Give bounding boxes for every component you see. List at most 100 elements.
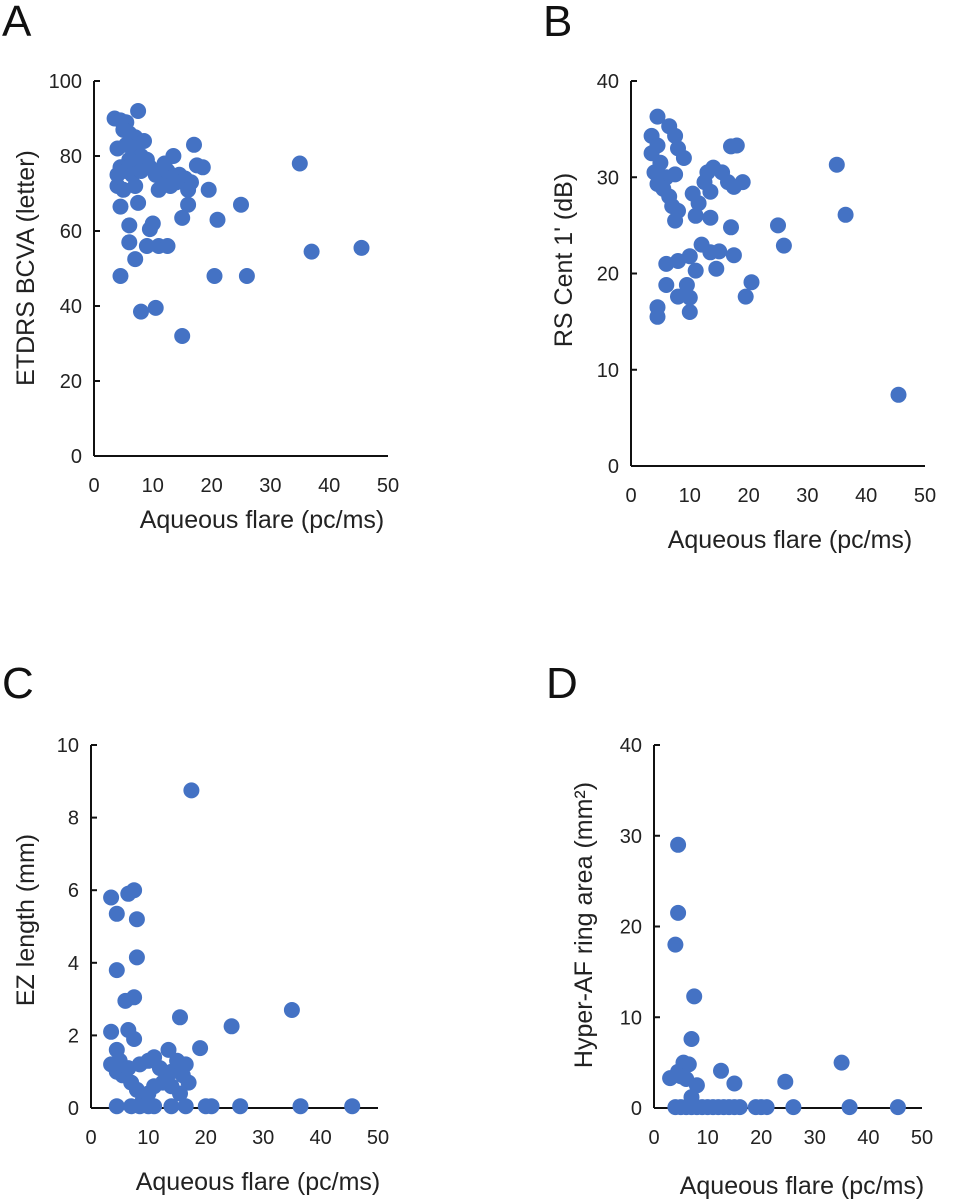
panel-c: C 0 2 4 6 8 10 0 10 20 30 40 50 Aqueous flare (pc/m… — [2, 659, 389, 1196]
x-tick-label: 10 — [696, 1127, 718, 1149]
data-point — [180, 181, 197, 198]
data-point — [108, 1098, 125, 1115]
ticks: 0 10 20 30 40 0 10 20 30 40 50 — [620, 735, 933, 1149]
panel-d: D 0 10 20 30 40 0 10 20 30 40 50 Aqueous flare (pc… — [546, 659, 933, 1200]
data-point — [112, 268, 129, 284]
x-axis-title: Aqueous flare (pc/ms) — [140, 506, 385, 534]
data-point — [126, 1031, 143, 1047]
data-point — [233, 196, 249, 213]
data-point — [683, 1031, 700, 1047]
y-tick-label: 6 — [68, 880, 79, 902]
y-tick-label: 10 — [597, 360, 619, 382]
y-tick-label: 20 — [60, 371, 82, 393]
data-point — [121, 217, 138, 234]
data-point — [681, 289, 698, 306]
data-point — [649, 108, 666, 125]
x-tick-label: 50 — [377, 475, 399, 497]
y-tick-label: 0 — [71, 446, 82, 468]
x-axis-title: Aqueous flare (pc/ms) — [668, 526, 913, 554]
data-point — [702, 183, 719, 200]
y-tick-label: 10 — [57, 735, 79, 757]
x-tick-label: 30 — [252, 1127, 274, 1149]
y-tick-label: 0 — [631, 1098, 642, 1120]
x-tick-label: 20 — [195, 1127, 217, 1149]
data-point — [177, 1056, 194, 1073]
data-point — [658, 255, 675, 272]
data-point — [649, 308, 666, 325]
data-point — [103, 1023, 120, 1040]
data-point — [658, 277, 675, 293]
y-tick-label: 40 — [60, 296, 82, 318]
data-point — [127, 178, 144, 194]
data-point — [141, 221, 158, 238]
x-tick-label: 30 — [259, 475, 281, 497]
data-point — [103, 889, 120, 906]
y-tick-label: 0 — [68, 1098, 79, 1120]
x-tick-label: 40 — [318, 475, 340, 497]
data-point — [180, 196, 197, 213]
panel-label: A — [2, 0, 32, 46]
data-point — [209, 211, 226, 228]
data-point — [156, 155, 173, 172]
data-points — [103, 782, 361, 1115]
data-point — [232, 1098, 249, 1115]
x-tick-label: 50 — [367, 1127, 389, 1149]
data-point — [128, 911, 145, 928]
y-tick-label: 30 — [620, 826, 642, 848]
panel-a: A 0 20 40 60 80 100 0 10 20 30 40 50 Aqueous flare … — [2, 0, 399, 534]
data-point — [112, 198, 129, 215]
panel-label: C — [2, 659, 34, 708]
data-point — [841, 1099, 858, 1116]
data-point — [186, 136, 202, 153]
data-point — [833, 1054, 850, 1071]
data-point — [686, 988, 703, 1005]
data-point — [108, 905, 125, 922]
data-point — [291, 155, 308, 172]
data-point — [728, 137, 745, 154]
data-point — [292, 1098, 309, 1115]
y-tick-label: 20 — [597, 264, 619, 286]
data-point — [687, 207, 704, 224]
data-point — [203, 1098, 220, 1115]
data-point — [731, 1099, 748, 1116]
data-points — [662, 836, 906, 1116]
data-point — [737, 288, 754, 305]
data-point — [177, 1098, 194, 1115]
data-point — [702, 209, 719, 226]
x-axis-title: Aqueous flare (pc/ms) — [680, 1172, 925, 1200]
data-point — [667, 166, 684, 183]
data-point — [133, 303, 149, 320]
x-axis-title: Aqueous flare (pc/ms) — [136, 1168, 381, 1196]
data-point — [690, 195, 707, 212]
data-point — [353, 239, 370, 256]
data-point — [344, 1098, 361, 1115]
y-axis-title: Hyper-AF ring area (mm²) — [570, 782, 598, 1068]
y-tick-label: 10 — [620, 1007, 642, 1029]
ticks: 0 10 20 30 40 0 10 20 30 40 50 — [597, 71, 936, 507]
y-axis-title: ETDRS BCVA (letter) — [12, 150, 40, 386]
data-point — [667, 936, 684, 953]
data-point — [828, 156, 845, 173]
data-point — [160, 1041, 177, 1058]
x-tick-label: 50 — [914, 485, 936, 507]
data-point — [777, 1073, 794, 1090]
y-axis-title: EZ length (mm) — [12, 834, 40, 1006]
data-point — [159, 238, 176, 254]
x-tick-label: 30 — [804, 1127, 826, 1149]
data-point — [711, 243, 728, 260]
data-point — [723, 219, 739, 236]
x-tick-label: 0 — [648, 1127, 659, 1149]
y-tick-label: 4 — [68, 953, 79, 975]
x-tick-label: 20 — [750, 1127, 772, 1149]
x-tick-label: 40 — [855, 485, 877, 507]
data-point — [194, 159, 211, 176]
data-point — [775, 237, 792, 254]
data-point — [138, 238, 155, 254]
data-point — [667, 212, 684, 229]
y-tick-label: 20 — [620, 917, 642, 939]
data-point — [223, 1018, 240, 1035]
data-point — [725, 247, 742, 264]
x-tick-label: 40 — [309, 1127, 331, 1149]
data-point — [743, 274, 760, 291]
data-point — [675, 150, 692, 166]
